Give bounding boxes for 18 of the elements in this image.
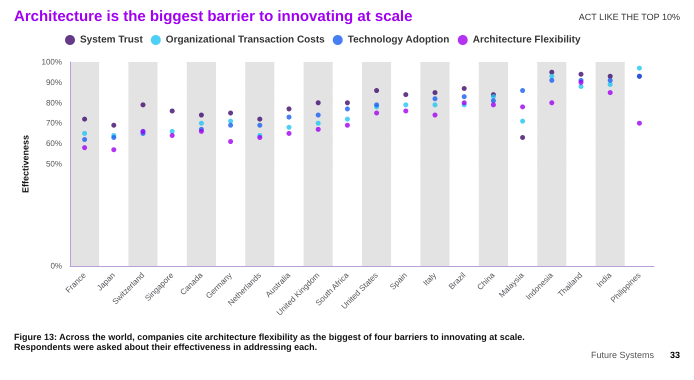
legend-label: Architecture Flexibility [472, 34, 581, 46]
chart-title: Architecture is the biggest barrier to innovating at scale [14, 8, 412, 25]
y-tick-label: 80% [46, 98, 62, 108]
y-tick-label: 0% [50, 262, 62, 270]
x-tick-label: Italy [421, 270, 438, 288]
legend-label: Organizational Transaction Costs [166, 34, 326, 46]
text: Future Systems [590, 350, 654, 360]
caption: Figure 13: Across the world, companies cite architecture flexibility as the biggest of four barriers to innovating at scale. Respondents were asked about their effectiveness in addressing each. [14, 332, 526, 352]
legend-label: Technology Adoption [348, 34, 450, 46]
y-tick-label: 100% [42, 58, 62, 66]
y-axis-title: Effectiveness [20, 134, 30, 194]
y-tick-label: 50% [46, 160, 62, 168]
y-tick-label: 70% [46, 118, 62, 128]
text: ACT LIKE THE TOP 10% [578, 12, 680, 22]
text: 33 [670, 350, 680, 360]
y-tick-label: 90% [46, 78, 62, 87]
y-tick-label: 60% [46, 139, 62, 148]
legend-label: System Trust [80, 34, 144, 46]
